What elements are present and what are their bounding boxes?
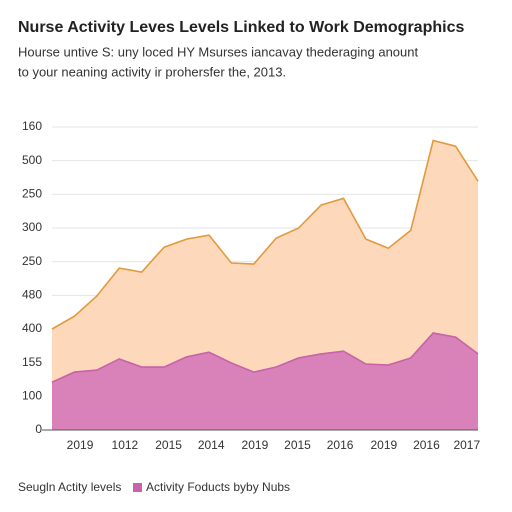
x-tick-label: 2017 <box>453 438 480 452</box>
y-tick-label: 250 <box>22 187 42 201</box>
line <box>51 139 479 330</box>
x-tick-label: 2015 <box>284 438 311 452</box>
x-tick-label: 2015 <box>155 438 182 452</box>
y-tick-label: 500 <box>22 153 42 167</box>
area <box>52 333 478 430</box>
y-tick-label: 400 <box>22 321 42 335</box>
x-tick-label: 2019 <box>67 438 94 452</box>
legend-label: Seugln Actity levels <box>18 480 121 494</box>
area <box>52 140 478 430</box>
chart-subtitle: to your neaning activity ir prohersfer t… <box>18 64 286 79</box>
x-tick-label: 2019 <box>370 438 397 452</box>
y-tick-label: 250 <box>22 254 42 268</box>
y-tick-label: 480 <box>22 288 42 302</box>
chart-subtitle: Hourse untive S: uny loced HY Msurses ia… <box>18 44 418 59</box>
legend-label: Activity Foducts byby Nubs <box>146 480 290 494</box>
y-tick-label: 155 <box>22 355 42 369</box>
y-tick-label: 160 <box>22 119 42 133</box>
y-tick-label: 0 <box>35 422 42 436</box>
y-tick-label: 100 <box>22 389 42 403</box>
y-tick-label: 300 <box>22 220 42 234</box>
line <box>51 332 479 383</box>
x-tick-label: 2016 <box>413 438 440 452</box>
legend-swatch <box>133 483 142 492</box>
chart-title: Nurse Activity Leves Levels Linked to Wo… <box>18 19 464 36</box>
x-tick-label: 1012 <box>112 438 139 452</box>
x-tick-label: 2014 <box>198 438 225 452</box>
x-tick-label: 2019 <box>242 438 269 452</box>
x-tick-label: 2016 <box>327 438 354 452</box>
